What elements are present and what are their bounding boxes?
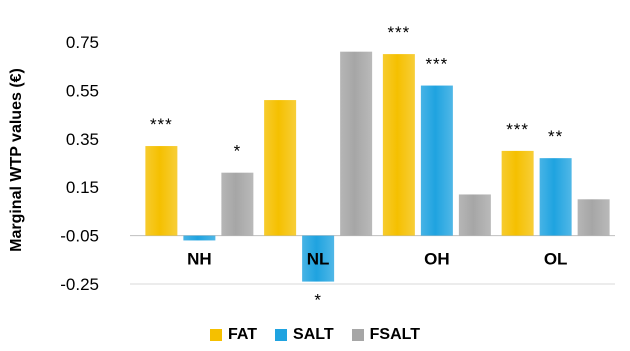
legend-item-salt: SALT — [275, 326, 334, 344]
significance-annotation: *** — [387, 23, 410, 42]
legend-swatch — [275, 329, 288, 341]
significance-annotation: * — [314, 291, 322, 310]
legend-swatch — [351, 329, 364, 341]
bar-ol-fat — [501, 150, 534, 236]
category-label: OH — [424, 250, 450, 269]
significance-annotation: * — [234, 142, 242, 161]
significance-annotation: ** — [548, 127, 563, 146]
legend-item-fsalt: FSALT — [351, 326, 420, 344]
significance-annotation: *** — [425, 55, 448, 74]
legend: FAT SALT FSALT — [0, 326, 630, 344]
significance-annotation: *** — [150, 115, 173, 134]
legend-label: SALT — [293, 326, 334, 343]
y-tick-label: 0.75 — [66, 33, 99, 52]
y-tick-label: 0.15 — [66, 178, 99, 197]
bar-oh-salt — [420, 85, 453, 236]
y-tick-label: 0.55 — [66, 81, 99, 100]
category-label: NL — [307, 250, 330, 269]
bar-nl-salt — [302, 235, 335, 282]
bar-nl-fsalt — [340, 51, 373, 236]
y-tick-label: 0.35 — [66, 130, 99, 149]
bar-nh-fsalt — [221, 172, 254, 236]
bar-oh-fsalt — [458, 194, 491, 236]
bar-nl-fat — [264, 100, 297, 236]
legend-label: FAT — [228, 326, 258, 343]
category-label: OL — [544, 250, 568, 269]
bar-nh-salt — [183, 235, 216, 241]
bar-oh-fat — [382, 54, 415, 236]
legend-label: FSALT — [369, 326, 420, 343]
bar-nh-fat — [145, 146, 178, 236]
y-axis-label: Marginal WTP values (€) — [8, 68, 25, 252]
bar-ol-fsalt — [577, 199, 610, 236]
significance-annotation: *** — [506, 120, 529, 139]
bar-ol-salt — [539, 158, 572, 236]
legend-swatch — [210, 329, 222, 341]
legend-item-fat: FAT — [210, 326, 257, 344]
y-tick-label: -0.25 — [60, 275, 99, 294]
y-tick-label: -0.05 — [60, 227, 99, 246]
category-label: NH — [187, 250, 212, 269]
